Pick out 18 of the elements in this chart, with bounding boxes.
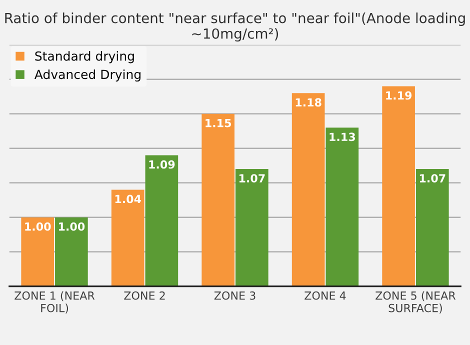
x-tick-label: ZONE 5 (NEAR SURFACE) <box>376 291 456 314</box>
data-label: 1.13 <box>330 132 355 142</box>
x-tick-label: ZONE 3 <box>214 291 256 300</box>
data-label: 1.04 <box>115 194 142 204</box>
data-label: 1.18 <box>296 98 322 107</box>
chart-title: Ratio of binder content "near surface" to "near foil"(Anode loading ~10mg/cm²) <box>5 12 465 42</box>
x-tick-label: ZONE 2 <box>124 291 165 300</box>
x-tick-label: ZONE 4 <box>304 291 346 300</box>
data-label: 1.00 <box>25 222 51 231</box>
legend-label: Standard drying <box>35 51 134 64</box>
data-label: 1.07 <box>420 174 446 182</box>
data-label: 1.09 <box>149 160 175 169</box>
data-label: 1.15 <box>206 119 232 128</box>
x-tick-label: ZONE 1 (NEAR FOIL) <box>14 291 95 314</box>
legend-label: Advanced Drying <box>34 69 140 82</box>
data-label: 1.00 <box>58 222 85 231</box>
data-label: 1.07 <box>239 174 265 182</box>
data-label: 1.19 <box>386 91 412 100</box>
